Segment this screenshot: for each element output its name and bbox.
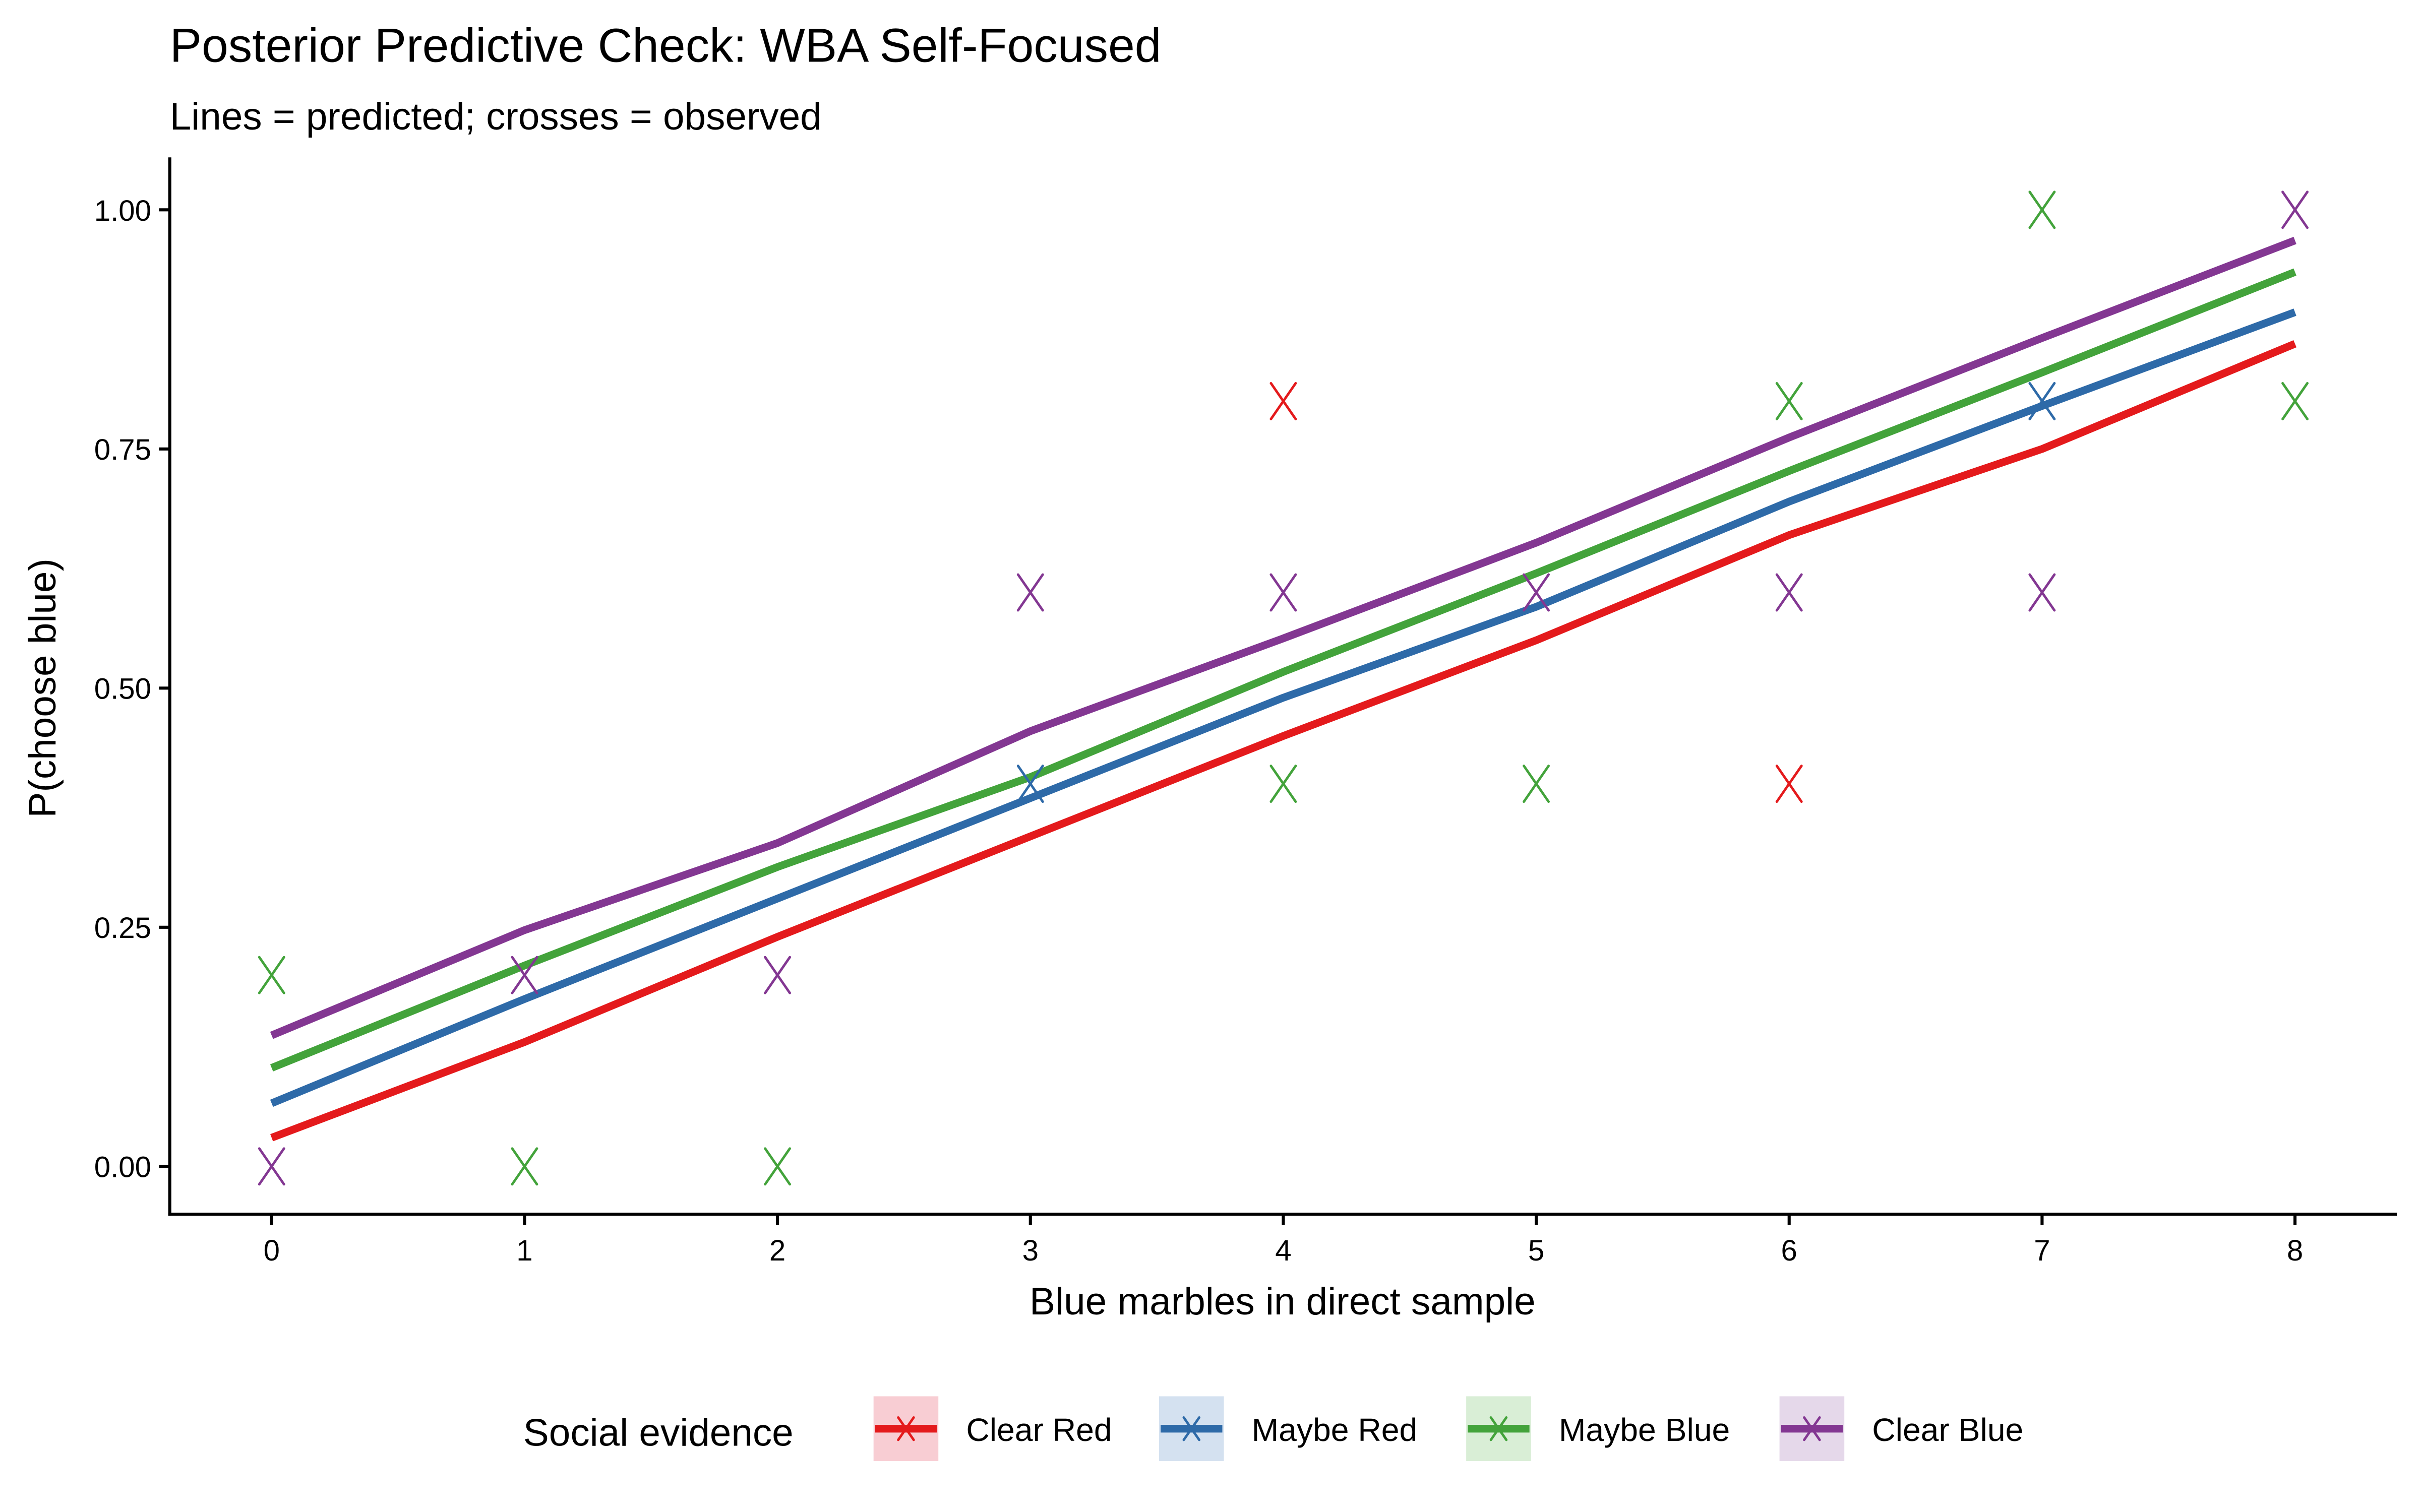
y-tick-label: 0.25 bbox=[94, 912, 151, 944]
series-maybe-red bbox=[270, 308, 2296, 1107]
observed-point bbox=[2028, 573, 2056, 612]
legend-item-maybe-red: Maybe Red bbox=[1159, 1396, 1417, 1461]
observed-point bbox=[2028, 382, 2056, 420]
legend-cross-key bbox=[1489, 1416, 1508, 1441]
y-tick-label: 1.00 bbox=[94, 195, 151, 227]
plot-area bbox=[258, 191, 2309, 1186]
y-tick-label: 0.75 bbox=[94, 433, 151, 466]
legend-label: Clear Red bbox=[966, 1412, 1112, 1448]
observed-point bbox=[2281, 382, 2309, 420]
y-axis-label: P(choose blue) bbox=[21, 558, 64, 818]
predicted-line-clear-red bbox=[270, 340, 2296, 1142]
series-clear-blue bbox=[270, 236, 2296, 1039]
x-tick-label: 4 bbox=[1275, 1234, 1291, 1267]
legend-cross-key bbox=[897, 1416, 915, 1441]
observed-point bbox=[258, 956, 285, 994]
chart-title: Posterior Predictive Check: WBA Self-Foc… bbox=[170, 19, 1162, 72]
observed-point bbox=[2028, 191, 2056, 229]
observed-point bbox=[1523, 573, 1550, 612]
x-tick-label: 2 bbox=[769, 1234, 785, 1267]
series-clear-red bbox=[270, 340, 2296, 1142]
observed-point bbox=[764, 956, 792, 994]
legend-cross-key bbox=[1803, 1416, 1821, 1441]
observed-point bbox=[1016, 573, 1044, 612]
observed-point bbox=[1775, 765, 1803, 803]
observed-point bbox=[2281, 191, 2309, 229]
observed-point bbox=[1016, 765, 1044, 803]
x-tick-label: 6 bbox=[1781, 1234, 1797, 1267]
observed-point bbox=[1775, 382, 1803, 420]
x-tick-label: 3 bbox=[1022, 1234, 1039, 1267]
observed-point bbox=[1523, 765, 1550, 803]
x-ticks: 0 1 2 3 4 5 6 7 8 bbox=[264, 1214, 2303, 1267]
observed-point bbox=[1775, 573, 1803, 612]
observed-point bbox=[764, 1147, 792, 1186]
legend: Social evidence Clear Red Maybe Red Maybe … bbox=[523, 1396, 2023, 1461]
legend-item-maybe-blue: Maybe Blue bbox=[1466, 1396, 1730, 1461]
series-maybe-blue bbox=[270, 268, 2296, 1072]
predicted-line-maybe-red bbox=[270, 308, 2296, 1107]
x-tick-label: 7 bbox=[2034, 1234, 2050, 1267]
legend-title: Social evidence bbox=[523, 1411, 794, 1454]
observed-point bbox=[511, 1147, 538, 1186]
y-ticks: 0.00 0.25 0.50 0.75 1.00 bbox=[94, 195, 170, 1184]
legend-label: Maybe Blue bbox=[1559, 1412, 1730, 1448]
observed-maybe-blue bbox=[258, 191, 2309, 1186]
legend-label: Clear Blue bbox=[1872, 1412, 2023, 1448]
observed-point bbox=[1269, 573, 1297, 612]
y-tick-label: 0.50 bbox=[94, 673, 151, 706]
predicted-line-maybe-blue bbox=[270, 268, 2296, 1072]
observed-clear-red bbox=[1269, 382, 1803, 803]
observed-point bbox=[511, 956, 538, 994]
x-tick-label: 8 bbox=[2287, 1234, 2303, 1267]
legend-cross-key bbox=[1182, 1416, 1201, 1441]
y-tick-label: 0.00 bbox=[94, 1151, 151, 1184]
observed-point bbox=[1269, 765, 1297, 803]
legend-item-clear-blue: Clear Blue bbox=[1779, 1396, 2023, 1461]
observed-point bbox=[258, 1147, 285, 1186]
legend-label: Maybe Red bbox=[1252, 1412, 1418, 1448]
chart-subtitle: Lines = predicted; crosses = observed bbox=[170, 95, 822, 138]
x-tick-label: 1 bbox=[516, 1234, 532, 1267]
observed-clear-blue bbox=[258, 191, 2309, 1186]
observed-maybe-red bbox=[1016, 382, 2056, 803]
x-axis-label: Blue marbles in direct sample bbox=[1030, 1280, 1536, 1323]
observed-point bbox=[1269, 382, 1297, 420]
predicted-line-clear-blue bbox=[270, 236, 2296, 1039]
x-tick-label: 0 bbox=[264, 1234, 280, 1267]
legend-item-clear-red: Clear Red bbox=[873, 1396, 1112, 1461]
x-tick-label: 5 bbox=[1528, 1234, 1544, 1267]
